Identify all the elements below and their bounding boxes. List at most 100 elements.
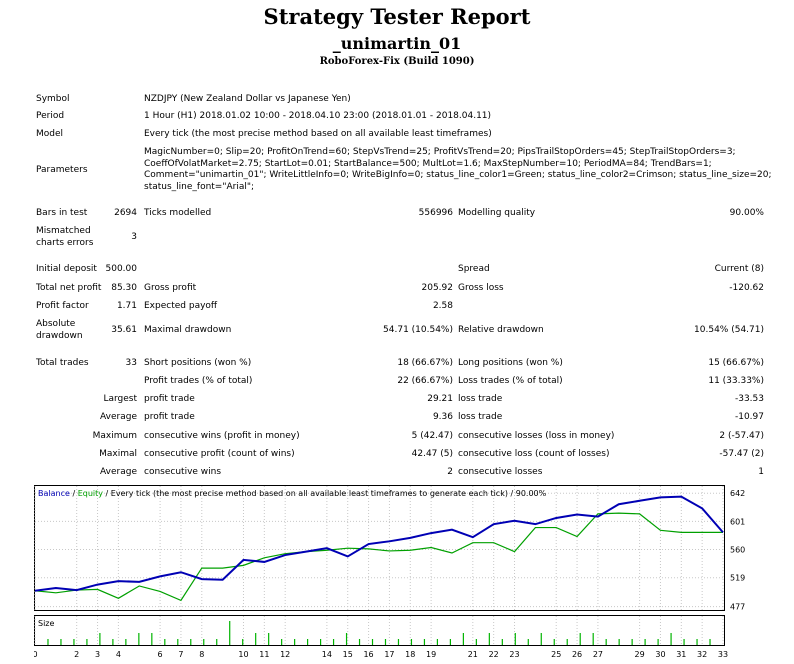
largest-loss-label: loss trade — [458, 394, 503, 404]
largest-loss-value: -33.53 — [734, 394, 764, 404]
x-tick-label: 7 — [178, 650, 183, 659]
max-losses-value: 2 (-57.47) — [719, 431, 764, 441]
deposit-label: Initial deposit — [36, 264, 97, 274]
parameters-label: Parameters — [36, 165, 88, 175]
maximal-profit-label: consecutive profit (count of wins) — [144, 449, 295, 459]
maximal-loss-label: consecutive loss (count of losses) — [458, 449, 610, 459]
absdd-value: 35.61 — [111, 325, 137, 335]
average-profit-label: profit trade — [144, 412, 195, 422]
symbol-value: NZDJPY (New Zealand Dollar vs Japanese Y… — [144, 94, 351, 104]
ltrades-value: 11 (33.33%) — [708, 376, 764, 386]
bars-label: Bars in test — [36, 208, 88, 218]
spread-value: Current (8) — [714, 264, 764, 274]
largest-profit-value: 29.21 — [427, 394, 453, 404]
largest-label: Largest — [103, 394, 137, 404]
deposit-value: 500.00 — [105, 264, 138, 274]
grossprofit-value: 205.92 — [421, 283, 454, 293]
model-label: Model — [36, 129, 64, 139]
y-tick-label: 477 — [730, 603, 745, 612]
parameters-value: MagicNumber=0; Slip=20; ProfitOnTrend=60… — [144, 147, 772, 192]
average-loss-label: loss trade — [458, 412, 503, 422]
short-value: 18 (66.67%) — [397, 358, 453, 368]
max-wins-label: consecutive wins (profit in money) — [144, 431, 300, 441]
balance-equity-chart: 642 601 560 519 477 Balance / Equity / Every… — [34, 485, 745, 612]
trades-label: Total trades — [36, 358, 89, 368]
quality-value: 90.00% — [729, 208, 764, 218]
x-axis: 0 2 3 4 6 7 8 10 11 12 14 15 16 17 18 19 21 22 23 25 26 27 29 3… — [34, 650, 728, 659]
x-tick-label: 3 — [95, 650, 100, 659]
avg-wins-label: consecutive wins — [144, 467, 222, 477]
maximum-label: Maximum — [92, 431, 137, 441]
size-label: Size — [38, 619, 55, 628]
average-profit-value: 9.36 — [432, 412, 453, 422]
expert-name: _unimartin_01 — [332, 34, 462, 53]
ticks-label: Ticks modelled — [144, 208, 212, 218]
x-tick-label: 32 — [697, 650, 707, 659]
maxdd-value: 54.71 (10.54%) — [383, 325, 453, 335]
maximal-loss-value: -57.47 (2) — [719, 449, 764, 459]
quality-label: Modelling quality — [458, 208, 536, 218]
spread-label: Spread — [458, 264, 490, 274]
balance-line — [34, 495, 724, 592]
chart-legend: Balance / Equity / Every tick (the most … — [38, 489, 547, 498]
mismatch-label-2: charts errors — [36, 238, 94, 248]
x-tick-label: 29 — [635, 650, 645, 659]
x-tick-label: 0 — [34, 650, 38, 659]
avg-label: Average — [100, 467, 137, 477]
y-tick-label: 601 — [730, 517, 745, 526]
x-tick-label: 11 — [259, 650, 269, 659]
y-axis: 642 601 560 519 477 — [730, 489, 745, 611]
equity-line — [34, 512, 723, 602]
maxdd-label: Maximal drawdown — [144, 325, 232, 335]
average-loss-value: -10.97 — [734, 412, 764, 422]
plot-frame — [34, 485, 725, 611]
x-tick-label: 2 — [74, 650, 79, 659]
long-value: 15 (66.67%) — [708, 358, 764, 368]
payoff-value: 2.58 — [432, 301, 453, 311]
x-tick-label: 23 — [509, 650, 519, 659]
x-tick-label: 8 — [199, 650, 204, 659]
legend-rest: / Every tick (the most precise method ba… — [103, 489, 547, 498]
x-tick-label: 16 — [363, 650, 373, 659]
report-title: Strategy Tester Report — [263, 4, 531, 29]
absdd-label-1: Absolute — [36, 319, 76, 329]
x-tick-label: 18 — [405, 650, 415, 659]
avg-wins-value: 2 — [447, 467, 453, 477]
maximal-label: Maximal — [99, 449, 137, 459]
y-tick-label: 519 — [730, 574, 745, 583]
period-value: 1 Hour (H1) 2018.01.02 10:00 - 2018.04.1… — [144, 111, 492, 121]
mismatch-value: 3 — [131, 232, 137, 242]
period-label: Period — [36, 111, 65, 121]
reldd-label: Relative drawdown — [458, 325, 544, 335]
ltrades-label: Loss trades (% of total) — [458, 376, 563, 386]
model-value: Every tick (the most precise method base… — [144, 129, 492, 139]
average-label: Average — [100, 412, 137, 422]
ticks-value: 556996 — [418, 208, 453, 218]
grossloss-value: -120.62 — [729, 283, 764, 293]
largest-profit-label: profit trade — [144, 394, 195, 404]
mismatch-label-1: Mismatched — [36, 226, 91, 236]
x-tick-label: 31 — [676, 650, 686, 659]
legend-balance: Balance — [38, 489, 70, 498]
x-tick-label: 12 — [280, 650, 290, 659]
size-frame — [34, 615, 725, 646]
x-tick-label: 10 — [238, 650, 248, 659]
max-losses-label: consecutive losses (loss in money) — [458, 431, 615, 441]
legend-equity: Equity — [78, 489, 104, 498]
x-tick-label: 6 — [158, 650, 163, 659]
x-tick-label: 21 — [468, 650, 478, 659]
x-tick-label: 27 — [593, 650, 603, 659]
x-tick-label: 19 — [426, 650, 436, 659]
symbol-label: Symbol — [36, 94, 70, 104]
absdd-label-2: drawdown — [36, 331, 83, 341]
avg-losses-value: 1 — [758, 467, 764, 477]
trades-value: 33 — [125, 358, 137, 368]
x-tick-label: 33 — [718, 650, 728, 659]
grossprofit-label: Gross profit — [144, 283, 197, 293]
size-grid — [34, 616, 724, 645]
x-tick-label: 4 — [116, 650, 121, 659]
x-tick-label: 26 — [572, 650, 582, 659]
avg-losses-label: consecutive losses — [458, 467, 543, 477]
x-tick-label: 30 — [655, 650, 665, 659]
short-label: Short positions (won %) — [144, 358, 252, 368]
